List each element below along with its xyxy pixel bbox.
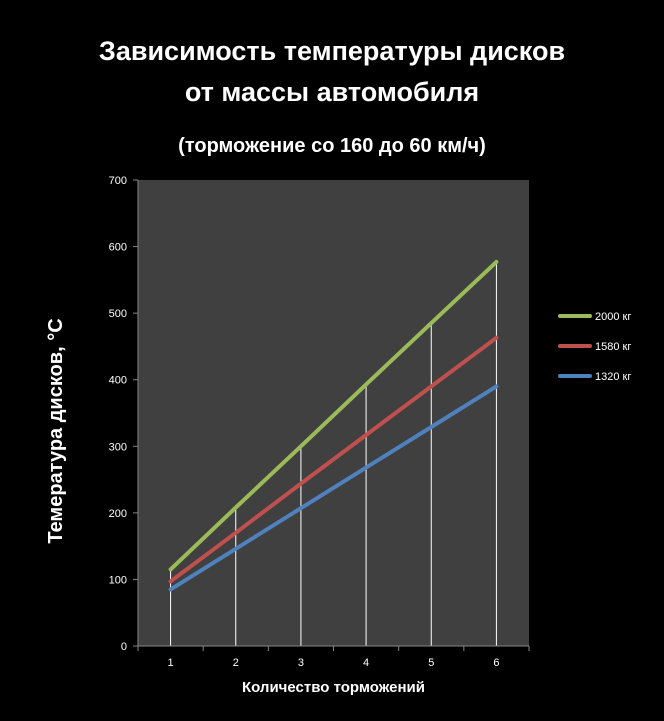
chart-subtitle: (торможение со 160 до 60 км/ч) xyxy=(178,135,486,157)
series-line-2000-кг xyxy=(168,259,499,572)
legend: 2000 кг 1580 кг 1320 кг xyxy=(558,311,631,383)
chart-title-line-1: Зависимость температуры дисков xyxy=(98,36,566,66)
y-axis-title: Темература дисков, °С xyxy=(45,318,67,543)
legend-label: 2000 кг xyxy=(595,311,631,323)
legend-label: 1320 кг xyxy=(595,371,631,383)
legend-label: 1580 кг xyxy=(595,341,631,353)
x-tick-label: 5 xyxy=(428,657,434,669)
y-tick-label: 400 xyxy=(109,375,127,387)
series-lines xyxy=(168,259,499,592)
x-tick-label: 4 xyxy=(363,657,369,669)
y-tick-label: 700 xyxy=(109,175,127,187)
chart-title-line-2: от массы автомобиля xyxy=(184,77,480,107)
y-tick-labels: 0 100 200 300 400 500 600 700 xyxy=(109,175,138,653)
series-line-1580-кг xyxy=(168,335,499,584)
x-tick-label: 2 xyxy=(233,657,239,669)
y-tick-label: 200 xyxy=(109,508,127,520)
x-tick-label: 6 xyxy=(493,657,499,669)
y-tick-label: 600 xyxy=(109,242,127,254)
series-line-1320-кг xyxy=(168,384,499,592)
x-axis-title: Количество торможений xyxy=(242,679,425,696)
x-tick-label: 1 xyxy=(168,657,174,669)
y-tick-label: 0 xyxy=(121,641,127,653)
x-tick-labels: 1 2 3 4 5 6 xyxy=(137,646,530,669)
x-tick-label: 3 xyxy=(298,657,304,669)
y-tick-label: 100 xyxy=(109,574,127,586)
y-tick-label: 500 xyxy=(109,308,127,320)
y-tick-label: 300 xyxy=(109,441,127,453)
